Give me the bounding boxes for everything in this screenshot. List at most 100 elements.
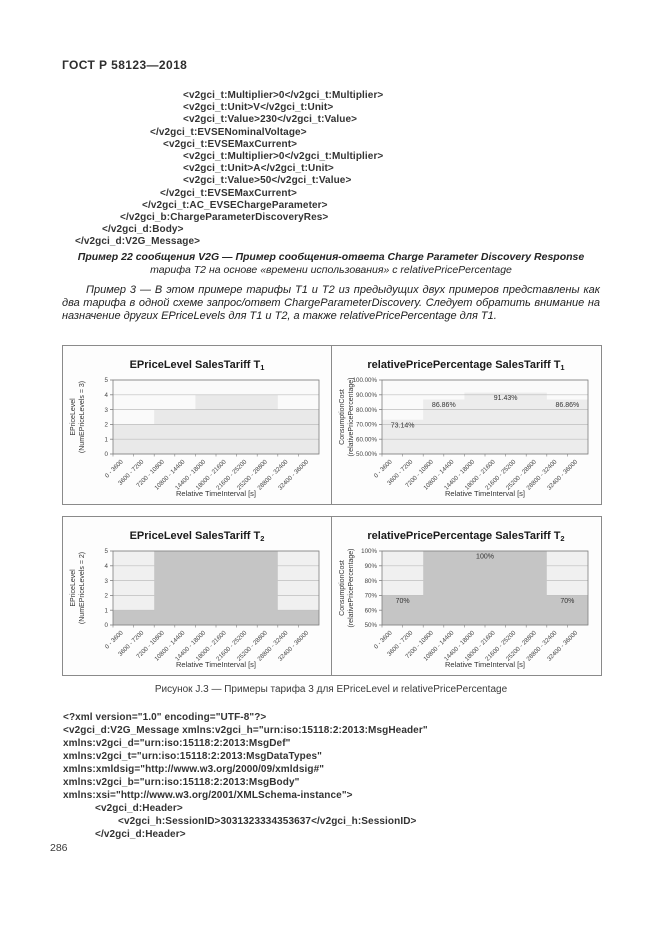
chart-title: EPriceLevel SalesTariff T2 bbox=[130, 530, 265, 543]
y-tick-label: 3 bbox=[105, 407, 109, 414]
chart-title-subscript: 1 bbox=[260, 363, 264, 372]
data-label: 70% bbox=[396, 598, 410, 605]
y-tick-label: 0 bbox=[105, 451, 109, 458]
xml-line: xmlns:xmldsig="http://www.w3.org/2000/09… bbox=[63, 764, 325, 775]
chart-title-subscript: 2 bbox=[560, 534, 564, 543]
example-caption: Пример 22 сообщения V2G — Пример сообщен… bbox=[62, 251, 600, 276]
y-axis-title-line2: (relativePricePercentage) bbox=[348, 549, 355, 628]
xml-line: xmlns:v2gci_b="urn:iso:15118:2:2013:MsgB… bbox=[63, 777, 300, 788]
page-number: 286 bbox=[50, 842, 68, 854]
xml-line: </v2gci_d:Header> bbox=[95, 829, 186, 840]
y-axis-title: EPriceLevel (NumEPriceLevels = 2) bbox=[70, 552, 86, 624]
xml-line: <v2gci_t:Multiplier>0</v2gci_t:Multiplie… bbox=[183, 151, 384, 163]
y-axis-title-line1: ConsumptionCost bbox=[339, 560, 346, 616]
chart-panel-epricelevel-t2: EPriceLevel SalesTariff T2 0 1 2 3 4 5 0 - 3600… bbox=[63, 517, 331, 675]
data-label: 91.43% bbox=[494, 395, 518, 402]
example-caption-line1: Пример 22 сообщения V2G — Пример сообщен… bbox=[77, 251, 585, 263]
y-tick-label: 5 bbox=[105, 548, 109, 555]
data-label: 86.86% bbox=[556, 402, 580, 409]
y-tick-label: 100% bbox=[361, 548, 377, 555]
xml-line: </v2gci_t:EVSENominalVoltage> bbox=[150, 126, 307, 138]
example-caption-line2: тарифа Т2 на основе «времени использован… bbox=[150, 263, 512, 276]
xml-line: <v2gci_t:EVSEMaxCurrent> bbox=[163, 138, 298, 150]
y-tick-label: 60.00% bbox=[356, 436, 377, 443]
chart-title: relativePricePercentage SalesTariff T2 bbox=[367, 530, 564, 543]
y-tick-label: 50.00% bbox=[356, 451, 377, 458]
figure-caption: Рисунок J.3 — Примеры тарифа 3 для EPric… bbox=[154, 684, 508, 695]
charts-row-bottom: EPriceLevel SalesTariff T2 0 1 2 3 4 5 0 - 3600… bbox=[62, 516, 602, 676]
chart-title-subscript: 2 bbox=[260, 534, 264, 543]
y-tick-label: 80% bbox=[365, 578, 378, 585]
chart-title: EPriceLevel SalesTariff T1 bbox=[130, 359, 265, 372]
xml-line: <v2gci_t:Value>50</v2gci_t:Value> bbox=[183, 175, 352, 187]
y-axis-title-line2: (relativePricePercentage) bbox=[348, 378, 355, 457]
series-area bbox=[113, 551, 319, 625]
y-axis-title-line1: EPriceLevel bbox=[70, 569, 77, 607]
data-label: 100% bbox=[476, 554, 494, 561]
xml-line: xmlns:v2gci_d="urn:iso:15118:2:2013:MsgD… bbox=[63, 738, 291, 749]
xml-line: <v2gci_t:Value>230</v2gci_t:Value> bbox=[183, 114, 358, 126]
y-axis-title: ConsumptionCost (relativePricePercentage) bbox=[339, 549, 355, 628]
xml-listing-top: <v2gci_t:Multiplier>0</v2gci_t:Multiplie… bbox=[75, 90, 383, 249]
y-tick-label: 1 bbox=[105, 436, 109, 443]
y-tick-label: 70.00% bbox=[356, 422, 377, 429]
y-axis-title: ConsumptionCost (relativePricePercentage) bbox=[339, 378, 355, 457]
y-tick-label: 1 bbox=[105, 607, 109, 614]
y-tick-label: 2 bbox=[105, 593, 109, 600]
y-tick-label: 4 bbox=[105, 563, 109, 570]
y-tick-label: 90.00% bbox=[356, 392, 377, 399]
data-label: 70% bbox=[560, 598, 574, 605]
xml-line: <v2gci_t:Unit>V</v2gci_t:Unit> bbox=[183, 102, 334, 114]
charts-row-top: EPriceLevel SalesTariff T1 0 1 2 3 4 5 0 - 3600… bbox=[62, 345, 602, 505]
chart-panel-relativeprice-t1: relativePricePercentage SalesTariff T1 50… bbox=[331, 346, 600, 504]
x-axis-title: Relative TimeInterval [s] bbox=[176, 660, 256, 669]
chart-relativeprice-t2: relativePricePercentage SalesTariff T2 50… bbox=[339, 530, 589, 669]
xml-line: <v2gci_t:Unit>A</v2gci_t:Unit> bbox=[183, 163, 334, 175]
xml-line: <v2gci_t:Multiplier>0</v2gci_t:Multiplie… bbox=[183, 90, 384, 101]
y-axis-title-line1: ConsumptionCost bbox=[339, 389, 346, 445]
xml-listing-bottom: <?xml version="1.0" encoding="UTF-8"?> <v… bbox=[63, 711, 428, 841]
series-area bbox=[382, 392, 588, 454]
chart-relativeprice-t1: relativePricePercentage SalesTariff T1 50… bbox=[339, 359, 589, 498]
x-axis-title: Relative TimeInterval [s] bbox=[445, 660, 525, 669]
y-tick-label: 0 bbox=[105, 622, 109, 629]
xml-line: xmlns:v2gci_t="urn:iso:15118:2:2013:MsgD… bbox=[63, 751, 323, 762]
data-label: 86.86% bbox=[432, 402, 456, 409]
y-axis-title: EPriceLevel (NumEPriceLevels = 3) bbox=[70, 381, 86, 453]
y-tick-label: 4 bbox=[105, 392, 109, 399]
document-header: ГОСТ Р 58123—2018 bbox=[62, 58, 188, 72]
y-axis-title-line2: (NumEPriceLevels = 2) bbox=[79, 552, 86, 624]
chart-title-subscript: 1 bbox=[560, 363, 564, 372]
data-label: 73.14% bbox=[391, 422, 415, 429]
xml-line: <v2gci_d:V2G_Message xmlns:v2gci_h="urn:… bbox=[63, 725, 428, 736]
xml-line: </v2gci_t:EVSEMaxCurrent> bbox=[160, 187, 297, 199]
y-tick-label: 2 bbox=[105, 422, 109, 429]
chart-panel-epricelevel-t1: EPriceLevel SalesTariff T1 0 1 2 3 4 5 0 - 3600… bbox=[63, 346, 331, 504]
xml-line: xmlns:xsi="http://www.w3.org/2001/XMLSch… bbox=[63, 790, 353, 801]
x-axis-title: Relative TimeInterval [s] bbox=[445, 489, 525, 498]
xml-line: </v2gci_b:ChargeParameterDiscoveryRes> bbox=[120, 212, 329, 224]
y-axis-title-line2: (NumEPriceLevels = 3) bbox=[79, 381, 86, 453]
y-tick-label: 5 bbox=[105, 377, 109, 384]
x-axis-title: Relative TimeInterval [s] bbox=[176, 489, 256, 498]
y-tick-label: 50% bbox=[365, 622, 378, 629]
xml-line: <v2gci_d:Header> bbox=[95, 803, 183, 814]
y-tick-label: 80.00% bbox=[356, 407, 377, 414]
y-tick-label: 3 bbox=[105, 578, 109, 585]
xml-line: <v2gci_h:SessionID>3031323334353637</v2g… bbox=[118, 816, 417, 827]
y-tick-label: 60% bbox=[365, 607, 378, 614]
chart-panel-relativeprice-t2: relativePricePercentage SalesTariff T2 50… bbox=[331, 517, 600, 675]
xml-line: </v2gci_t:AC_EVSEChargeParameter> bbox=[142, 199, 328, 211]
y-axis-title-line1: EPriceLevel bbox=[70, 398, 77, 436]
y-tick-label: 70% bbox=[365, 593, 378, 600]
series-area bbox=[382, 551, 588, 625]
xml-line: <?xml version="1.0" encoding="UTF-8"?> bbox=[63, 712, 267, 723]
xml-line: </v2gci_d:V2G_Message> bbox=[75, 236, 201, 248]
y-tick-label: 90% bbox=[365, 563, 378, 570]
y-tick-label: 100.00% bbox=[353, 377, 378, 384]
xml-line: </v2gci_d:Body> bbox=[102, 224, 184, 236]
example-paragraph: Пример 3 — В этом примере тарифы Т1 и Т2… bbox=[62, 284, 600, 323]
